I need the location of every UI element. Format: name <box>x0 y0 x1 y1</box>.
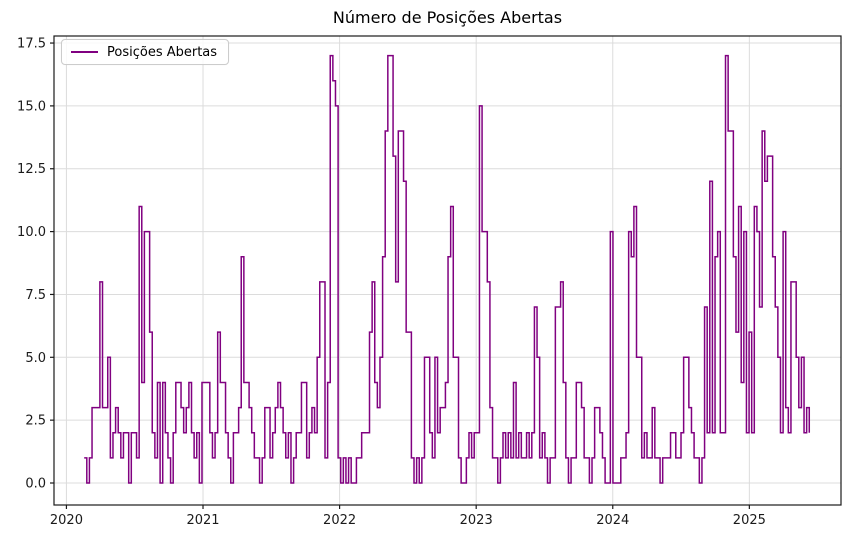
y-tick-label: 17.5 <box>17 37 46 52</box>
tick-labels: 2020 2021 2022 2023 2024 2025 0.0 2.5 5.0 7.5 10.0… <box>17 37 766 528</box>
y-tick-label: 7.5 <box>25 288 46 303</box>
y-tick-label: 12.5 <box>17 162 46 177</box>
axes-spines <box>53 35 842 506</box>
x-tick-label: 2022 <box>323 513 356 528</box>
x-tick-label: 2025 <box>733 513 766 528</box>
legend: Posições Abertas <box>61 39 230 65</box>
x-tick-label: 2024 <box>596 513 629 528</box>
legend-line-sample <box>71 51 98 53</box>
tick-marks <box>50 42 750 509</box>
chart-title: Número de Posições Abertas <box>332 8 563 27</box>
legend-label: Posições Abertas <box>107 44 218 60</box>
y-tick-label: 5.0 <box>25 351 46 366</box>
series-line <box>84 54 811 484</box>
x-tick-label: 2021 <box>186 513 219 528</box>
x-tick-label: 2020 <box>50 513 83 528</box>
y-tick-label: 10.0 <box>17 225 46 240</box>
y-tick-label: 15.0 <box>17 99 46 114</box>
x-tick-label: 2023 <box>460 513 493 528</box>
y-tick-label: 2.5 <box>25 414 46 429</box>
y-tick-label: 0.0 <box>25 477 46 492</box>
